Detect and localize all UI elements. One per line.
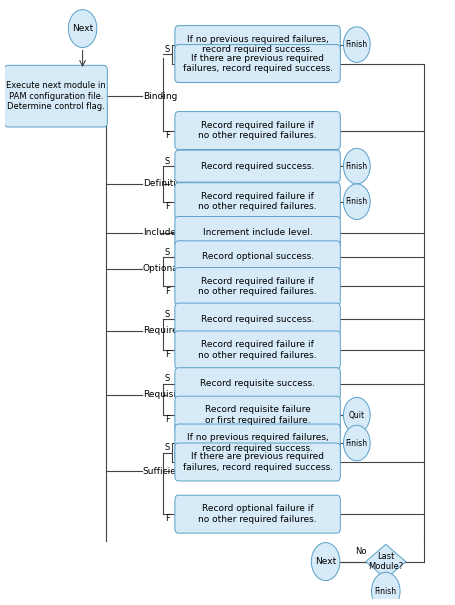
Text: Record required success.: Record required success. bbox=[201, 162, 314, 171]
Text: Record requisite success.: Record requisite success. bbox=[200, 379, 315, 388]
FancyBboxPatch shape bbox=[175, 303, 340, 335]
Text: F: F bbox=[165, 416, 170, 424]
Text: If there are previous required
failures, record required success.: If there are previous required failures,… bbox=[182, 54, 333, 73]
Text: Required: Required bbox=[143, 327, 183, 335]
FancyBboxPatch shape bbox=[175, 111, 340, 149]
Text: Record optional success.: Record optional success. bbox=[202, 252, 313, 261]
Circle shape bbox=[311, 543, 340, 581]
Circle shape bbox=[344, 27, 370, 62]
Text: Increment include level.: Increment include level. bbox=[202, 228, 313, 237]
FancyBboxPatch shape bbox=[175, 217, 340, 249]
Text: Last
Module?: Last Module? bbox=[368, 552, 404, 571]
FancyBboxPatch shape bbox=[175, 150, 340, 182]
FancyBboxPatch shape bbox=[175, 495, 340, 533]
Text: Finish: Finish bbox=[375, 587, 397, 596]
Text: Binding: Binding bbox=[143, 92, 177, 100]
Text: F: F bbox=[165, 350, 170, 359]
FancyBboxPatch shape bbox=[175, 331, 340, 369]
Text: No: No bbox=[355, 547, 367, 555]
Circle shape bbox=[344, 184, 370, 220]
Text: Finish: Finish bbox=[346, 40, 368, 49]
FancyBboxPatch shape bbox=[175, 368, 340, 400]
Text: If no previous required failures,
record required success.: If no previous required failures, record… bbox=[187, 35, 329, 54]
Text: Record required failure if
no other required failures.: Record required failure if no other requ… bbox=[198, 192, 317, 211]
Circle shape bbox=[344, 397, 370, 433]
Text: Quit: Quit bbox=[349, 411, 365, 420]
Text: F: F bbox=[165, 287, 170, 296]
Text: Requisite: Requisite bbox=[143, 390, 185, 399]
Text: Finish: Finish bbox=[346, 162, 368, 171]
FancyBboxPatch shape bbox=[175, 396, 340, 434]
Text: Record optional failure if
no other required failures.: Record optional failure if no other requ… bbox=[198, 505, 317, 524]
Text: Include: Include bbox=[143, 228, 176, 237]
Text: Record requisite failure
or first required failure.: Record requisite failure or first requir… bbox=[205, 405, 310, 425]
Text: Record required failure if
no other required failures.: Record required failure if no other requ… bbox=[198, 121, 317, 140]
Text: If no previous required failures,
record required success.: If no previous required failures, record… bbox=[187, 433, 329, 453]
Text: S: S bbox=[164, 310, 170, 319]
Circle shape bbox=[68, 10, 97, 48]
Circle shape bbox=[344, 425, 370, 461]
FancyBboxPatch shape bbox=[175, 424, 340, 462]
Text: Record required failure if
no other required failures.: Record required failure if no other requ… bbox=[198, 340, 317, 359]
Text: Next: Next bbox=[315, 557, 336, 566]
Text: Yes: Yes bbox=[379, 582, 393, 590]
Text: Finish: Finish bbox=[346, 197, 368, 206]
Text: S: S bbox=[164, 45, 170, 54]
Text: S: S bbox=[164, 443, 170, 453]
Text: S: S bbox=[164, 157, 170, 166]
Circle shape bbox=[344, 148, 370, 184]
FancyBboxPatch shape bbox=[175, 443, 340, 481]
FancyBboxPatch shape bbox=[175, 45, 340, 82]
Text: If there are previous required
failures, record required success.: If there are previous required failures,… bbox=[182, 453, 333, 472]
Text: S: S bbox=[164, 374, 170, 384]
Text: Record required success.: Record required success. bbox=[201, 315, 314, 324]
FancyBboxPatch shape bbox=[175, 241, 340, 273]
Text: Sufficient: Sufficient bbox=[143, 467, 186, 476]
Text: F: F bbox=[165, 131, 170, 140]
Text: Next: Next bbox=[72, 24, 93, 33]
Text: Optional: Optional bbox=[143, 264, 181, 273]
FancyBboxPatch shape bbox=[175, 25, 340, 64]
Text: Execute next module in
PAM configuration file.
Determine control flag.: Execute next module in PAM configuration… bbox=[6, 81, 106, 111]
Circle shape bbox=[372, 572, 400, 605]
FancyBboxPatch shape bbox=[5, 65, 107, 127]
FancyBboxPatch shape bbox=[175, 183, 340, 221]
Text: S: S bbox=[164, 247, 170, 257]
Text: Finish: Finish bbox=[346, 439, 368, 448]
Text: Definitive: Definitive bbox=[143, 180, 187, 188]
FancyBboxPatch shape bbox=[175, 267, 340, 306]
Text: F: F bbox=[165, 514, 170, 523]
Polygon shape bbox=[366, 544, 406, 579]
Text: F: F bbox=[165, 202, 170, 211]
Text: Record required failure if
no other required failures.: Record required failure if no other requ… bbox=[198, 277, 317, 296]
